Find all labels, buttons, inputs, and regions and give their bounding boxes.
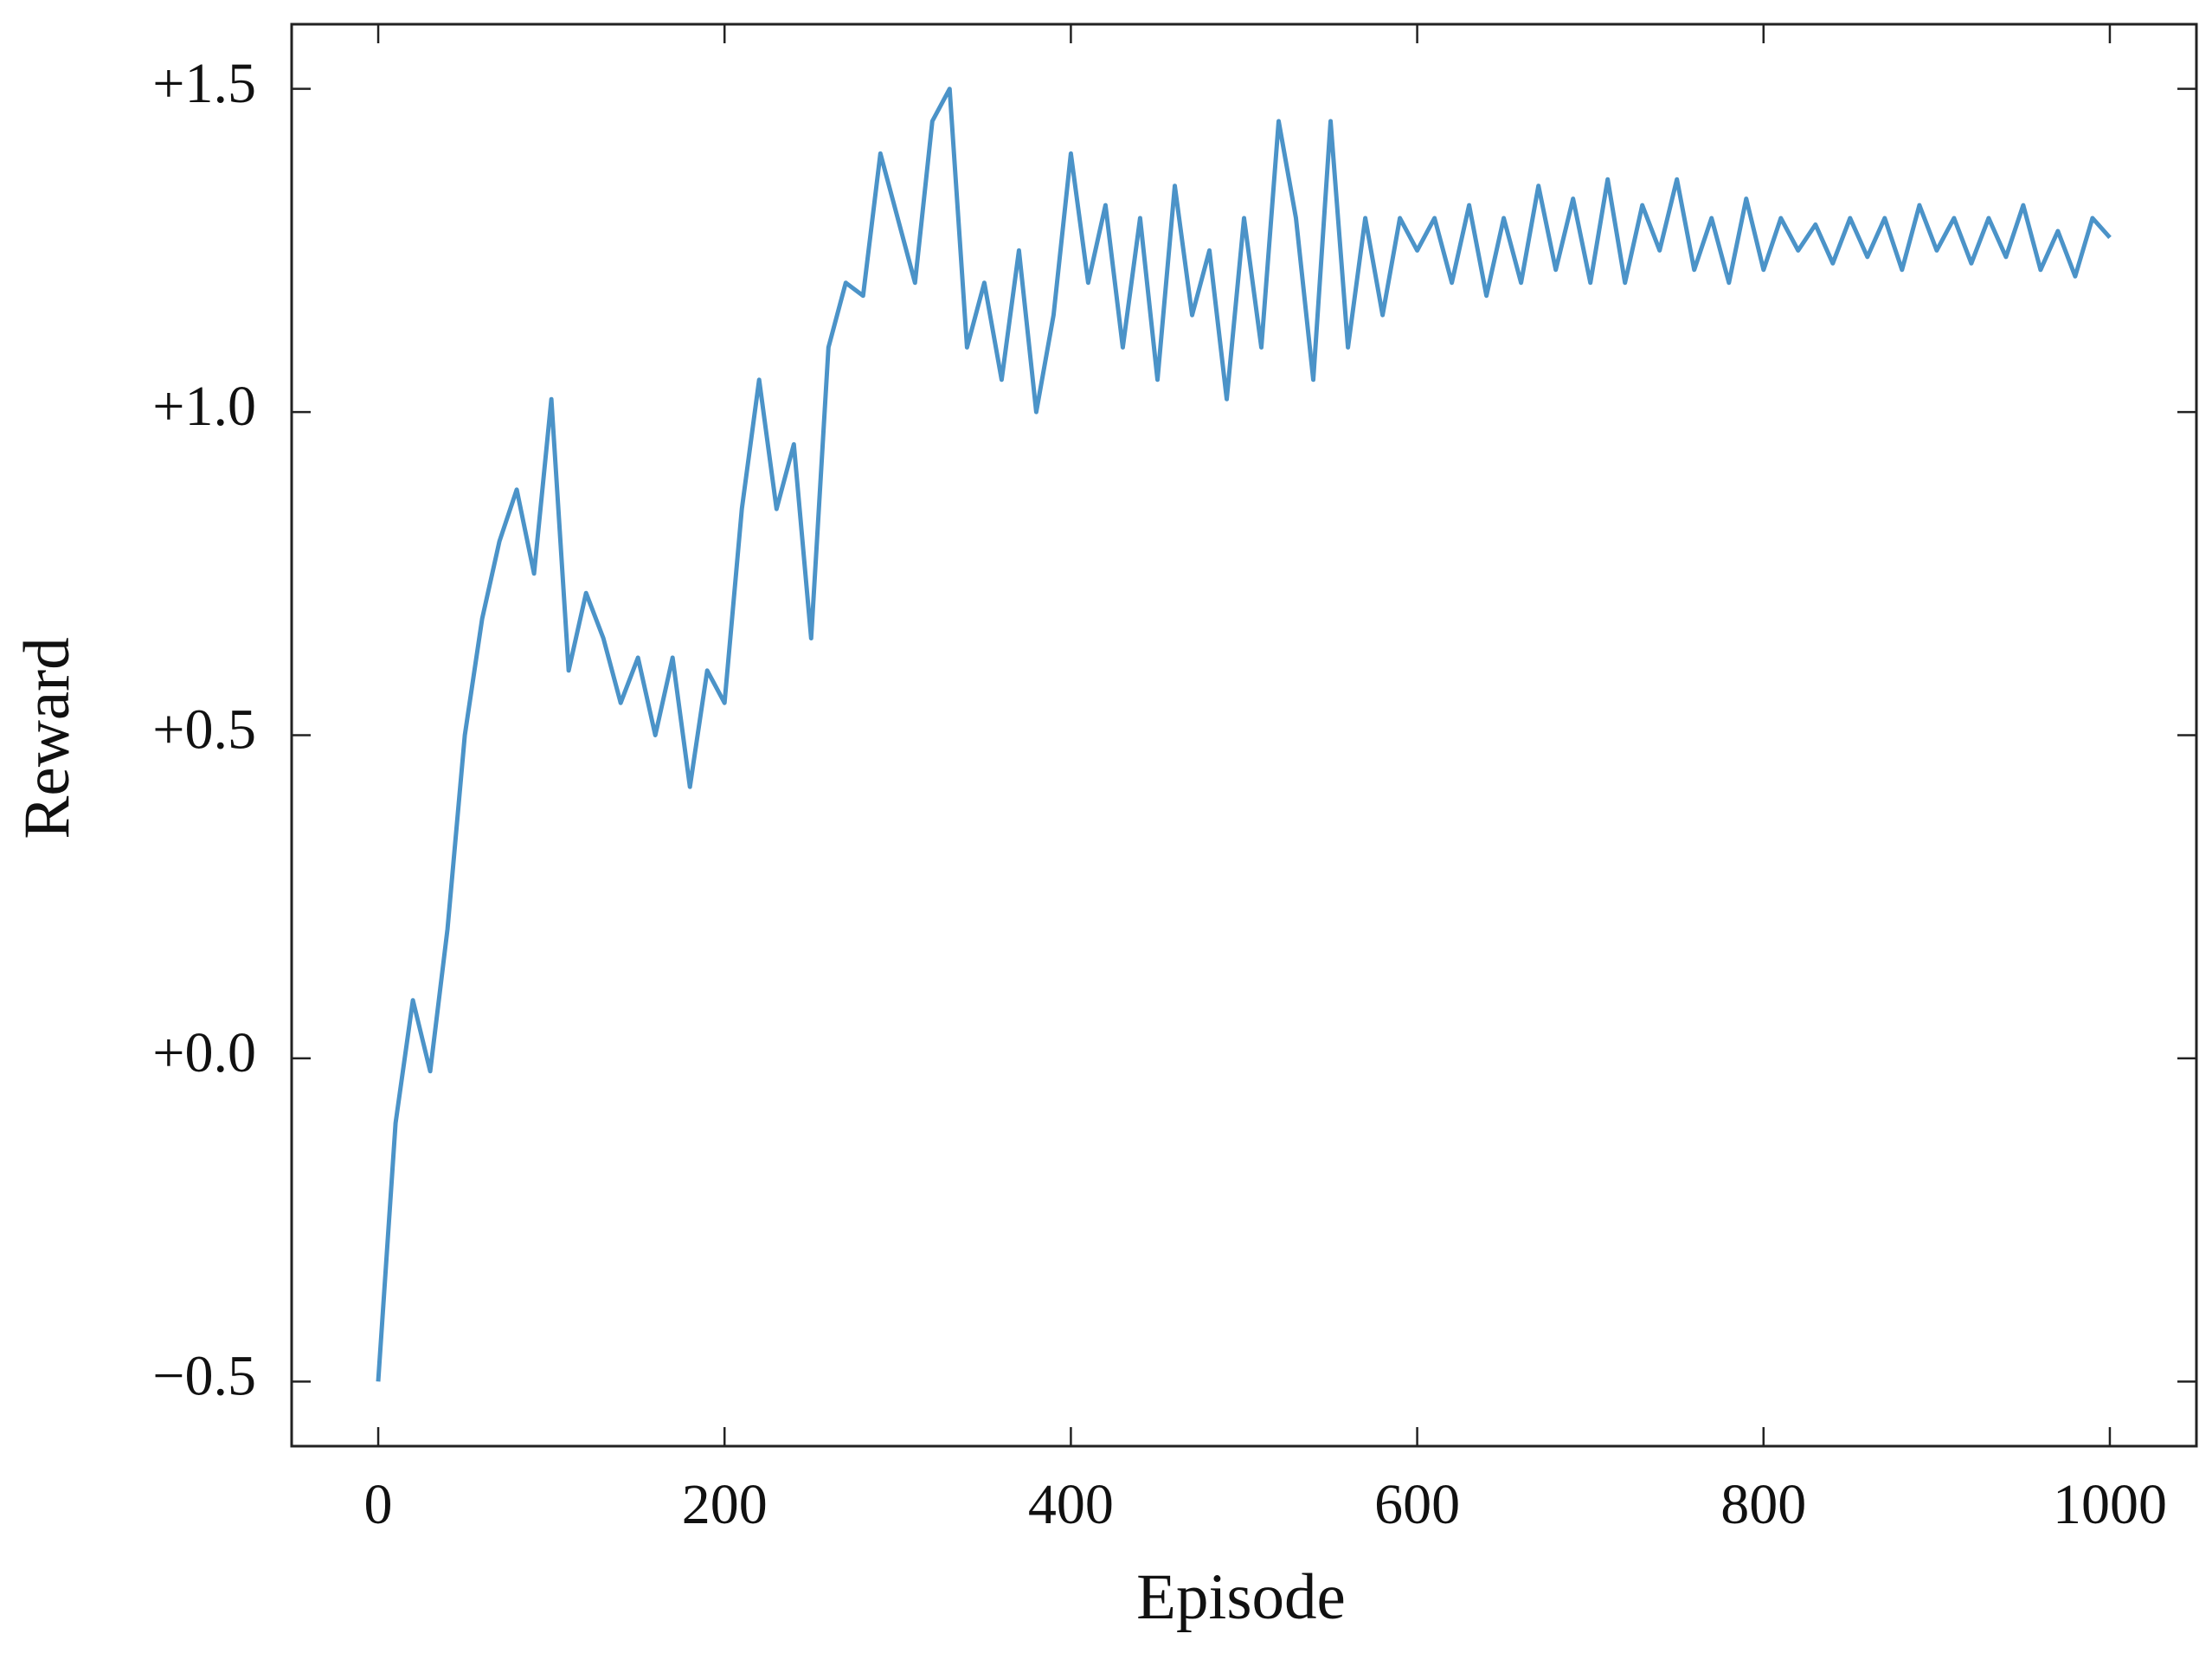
x-tick-label: 1000 bbox=[2053, 1473, 2167, 1536]
y-tick-label: +1.0 bbox=[152, 375, 256, 438]
x-tick-label: 400 bbox=[1028, 1473, 1114, 1536]
y-axis-label: Reward bbox=[11, 637, 83, 839]
y-tick-label: +1.5 bbox=[152, 52, 256, 115]
x-axis-label: Episode bbox=[1136, 1561, 1346, 1633]
x-tick-label: 600 bbox=[1374, 1473, 1460, 1536]
x-tick-label: 800 bbox=[1720, 1473, 1806, 1536]
reward-line bbox=[376, 87, 2112, 1382]
x-tick-label: 0 bbox=[364, 1473, 393, 1536]
y-tick-label: +0.5 bbox=[152, 698, 256, 762]
x-tick-label: 200 bbox=[682, 1473, 768, 1536]
y-tick-label: +0.0 bbox=[152, 1021, 256, 1084]
y-tick-label: −0.5 bbox=[152, 1344, 256, 1407]
